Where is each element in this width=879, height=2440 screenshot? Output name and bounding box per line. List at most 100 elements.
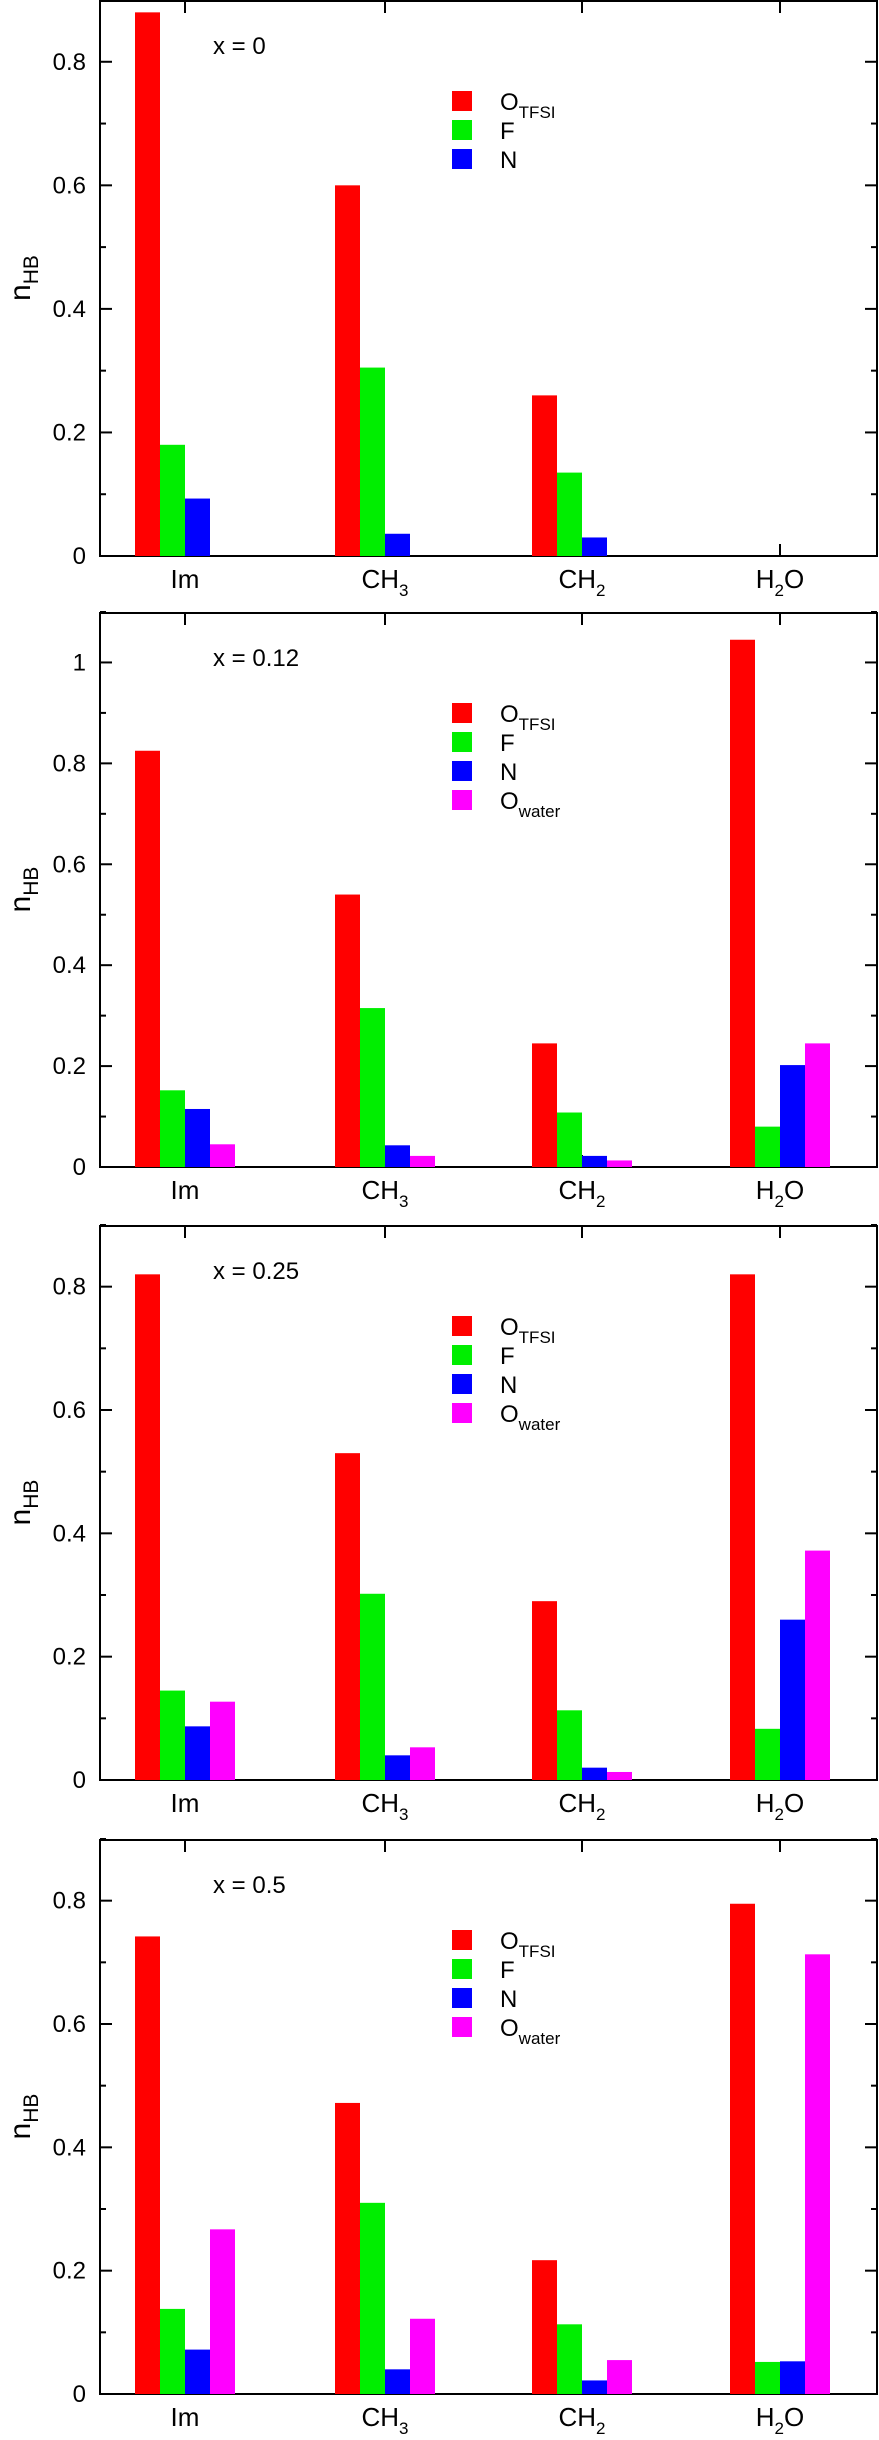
category-label-main: CH — [558, 1175, 596, 1205]
category-label-main: CH — [361, 1788, 399, 1818]
bar-o-tfsi — [532, 395, 557, 556]
bar-o-water — [210, 1144, 235, 1167]
legend-label-main: F — [500, 1957, 515, 1984]
legend-label: N — [500, 147, 517, 174]
bar-o-water — [805, 1043, 830, 1167]
legend-label: F — [500, 118, 515, 145]
bar-n — [780, 2361, 805, 2394]
category-label: CH2 — [558, 1175, 605, 1211]
y-tick-label: 0.6 — [53, 1397, 86, 1424]
y-tick-label: 0 — [73, 2381, 86, 2408]
legend-label: Owater — [500, 2015, 561, 2048]
y-tick-label: 0.2 — [53, 1644, 86, 1671]
bar-n — [582, 2380, 607, 2394]
category-label: H2O — [756, 1175, 804, 1211]
plot-frame — [99, 1225, 878, 1781]
bar-f — [160, 2308, 185, 2394]
legend-label: N — [500, 1372, 517, 1399]
legend-swatch — [452, 149, 472, 169]
bar-o-tfsi — [135, 1936, 160, 2394]
bar-o-tfsi — [730, 1903, 755, 2394]
bar-o-water — [607, 1771, 632, 1780]
y-axis-label-main: n — [4, 2123, 37, 2140]
bar-f — [160, 444, 185, 556]
y-tick-label: 0.4 — [53, 296, 86, 323]
bar-n — [780, 1619, 805, 1780]
legend-swatch — [452, 732, 472, 752]
category-label: Im — [171, 564, 200, 594]
category-label-main: CH — [558, 2402, 596, 2432]
category-label-sub: 2 — [596, 1192, 605, 1211]
y-axis-label-main: n — [4, 896, 37, 913]
category-label-sub: 2 — [775, 581, 784, 600]
bar-n — [780, 1065, 805, 1167]
y-tick-label: 0 — [73, 1154, 86, 1181]
category-label-sub: 3 — [399, 1805, 408, 1824]
category-label-sub: 2 — [596, 1805, 605, 1824]
y-axis-label-sub: HB — [20, 867, 43, 896]
category-label: H2O — [756, 1788, 804, 1824]
category-label-tail: O — [784, 2402, 804, 2432]
panel-annotation: x = 0.12 — [213, 645, 299, 672]
y-tick-label: 1 — [73, 649, 86, 676]
legend-label-sub: TFSI — [519, 715, 556, 734]
y-axis-label-sub: HB — [20, 1480, 43, 1509]
legend-label: OTFSI — [500, 89, 556, 122]
bar-n — [582, 1155, 607, 1167]
legend-swatch — [452, 1345, 472, 1365]
legend-label: F — [500, 1957, 515, 1984]
bar-f — [360, 367, 385, 556]
legend-swatch — [452, 1374, 472, 1394]
legend-label-sub: TFSI — [519, 1328, 556, 1347]
bar-n — [185, 1726, 210, 1780]
bar-f — [755, 1728, 780, 1780]
legend-label-main: O — [500, 1314, 519, 1341]
legend-label: Owater — [500, 788, 561, 821]
bar-f — [755, 2361, 780, 2394]
bar-o-water — [805, 1954, 830, 2394]
legend-label-main: O — [500, 1401, 519, 1428]
category-label-main: Im — [171, 1175, 200, 1205]
legend-label-main: O — [500, 2015, 519, 2042]
legend-label-main: N — [500, 1372, 517, 1399]
legend-swatch — [452, 1316, 472, 1336]
legend-label-main: N — [500, 1986, 517, 2013]
category-label-sub: 3 — [399, 581, 408, 600]
legend-label: F — [500, 730, 515, 757]
category-label: CH3 — [361, 1175, 408, 1211]
y-axis-label: nHB — [4, 1480, 43, 1526]
category-label-main: Im — [171, 1788, 200, 1818]
y-tick-label: 0.8 — [53, 1888, 86, 1915]
y-tick-label: 0.8 — [53, 1274, 86, 1301]
panel-annotation: x = 0.5 — [213, 1872, 286, 1899]
legend-swatch — [452, 1403, 472, 1423]
legend-swatch — [452, 1959, 472, 1979]
legend-swatch — [452, 91, 472, 111]
legend-label: N — [500, 1986, 517, 2013]
bar-o-tfsi — [135, 750, 160, 1167]
bar-f — [360, 1593, 385, 1780]
bar-f — [360, 2202, 385, 2394]
y-axis-label: nHB — [4, 2094, 43, 2140]
bar-n — [385, 533, 410, 556]
bar-n — [185, 1108, 210, 1167]
category-label: CH3 — [361, 1788, 408, 1824]
legend-label-sub: water — [518, 802, 561, 821]
legend-label-main: F — [500, 730, 515, 757]
legend-label-sub: water — [518, 2029, 561, 2048]
category-label-sub: 3 — [399, 1192, 408, 1211]
bar-o-tfsi — [335, 2102, 360, 2394]
category-label-main: H — [756, 2402, 775, 2432]
category-label-main: H — [756, 564, 775, 594]
y-axis-label: nHB — [4, 867, 43, 913]
category-label-main: CH — [558, 1788, 596, 1818]
legend-label-main: N — [500, 759, 517, 786]
plot-frame — [99, 612, 878, 1168]
legend-swatch — [452, 1930, 472, 1950]
bar-o-tfsi — [335, 185, 360, 557]
y-tick-label: 0 — [73, 543, 86, 570]
bar-n — [385, 1145, 410, 1167]
